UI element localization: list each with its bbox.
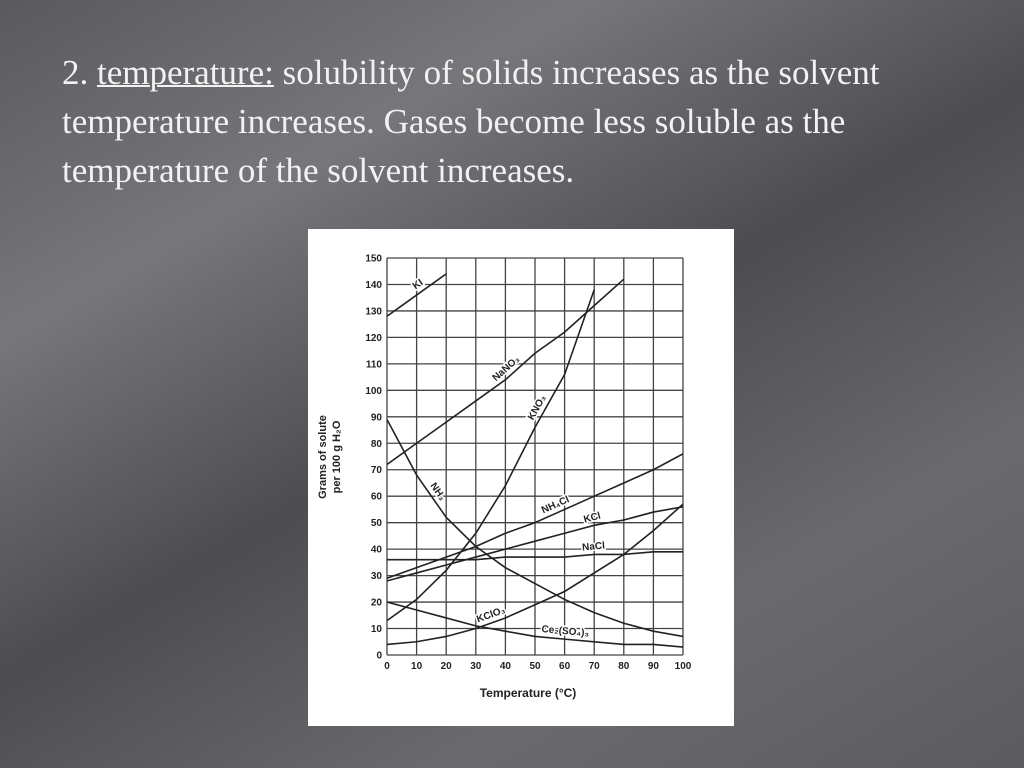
y-axis-label: Grams of solute [317,415,329,499]
x-tick-label: 0 [384,661,390,672]
x-tick-label: 70 [589,661,601,672]
term: temperature: [97,53,274,92]
y-tick-label: 0 [376,651,382,662]
series-line [387,601,683,648]
x-tick-label: 10 [411,661,423,672]
body-text: solubility of solids increases as the so… [62,53,880,190]
x-axis-label: Temperature (°C) [480,686,577,700]
y-tick-label: 120 [365,333,382,344]
y-tick-label: 50 [371,518,383,529]
y-tick-label: 100 [365,386,382,397]
y-tick-label: 80 [371,439,383,450]
series-line [387,289,595,622]
x-tick-label: 90 [648,661,660,672]
chart-background [308,229,734,726]
y-tick-label: 140 [365,280,382,291]
slide-text: 2. temperature: solubility of solids inc… [62,48,982,195]
y-tick-label: 70 [371,465,383,476]
plot-lines [387,273,683,648]
chart: Temperature (°C) Grams of solute per 100… [308,229,734,726]
series-line [387,505,683,582]
y-tick-label: 40 [371,545,383,556]
y-tick-label: 10 [371,624,383,635]
series-line [387,503,683,646]
series-label: NaCl [582,540,606,553]
x-tick-label: 50 [529,661,541,672]
y-tick-label: 60 [371,492,383,503]
x-tick-label: 80 [618,661,630,672]
series-line [387,419,683,638]
series-line [387,550,683,561]
y-tick-label: 90 [371,412,383,423]
series-line [387,278,625,466]
y-tick-label: 20 [371,598,383,609]
series-line [387,453,683,580]
y-axis-label: per 100 g H₂O [331,420,343,493]
x-tick-label: 60 [559,661,571,672]
x-tick-label: 40 [500,661,512,672]
y-tick-label: 30 [371,571,383,582]
item-number: 2. [62,53,89,92]
x-tick-label: 100 [675,661,692,672]
y-tick-label: 110 [366,359,383,370]
series-line [387,273,447,317]
x-tick-label: 30 [470,661,482,672]
y-tick-label: 130 [365,306,382,317]
x-tick-label: 20 [441,661,453,672]
y-tick-label: 150 [365,254,382,265]
